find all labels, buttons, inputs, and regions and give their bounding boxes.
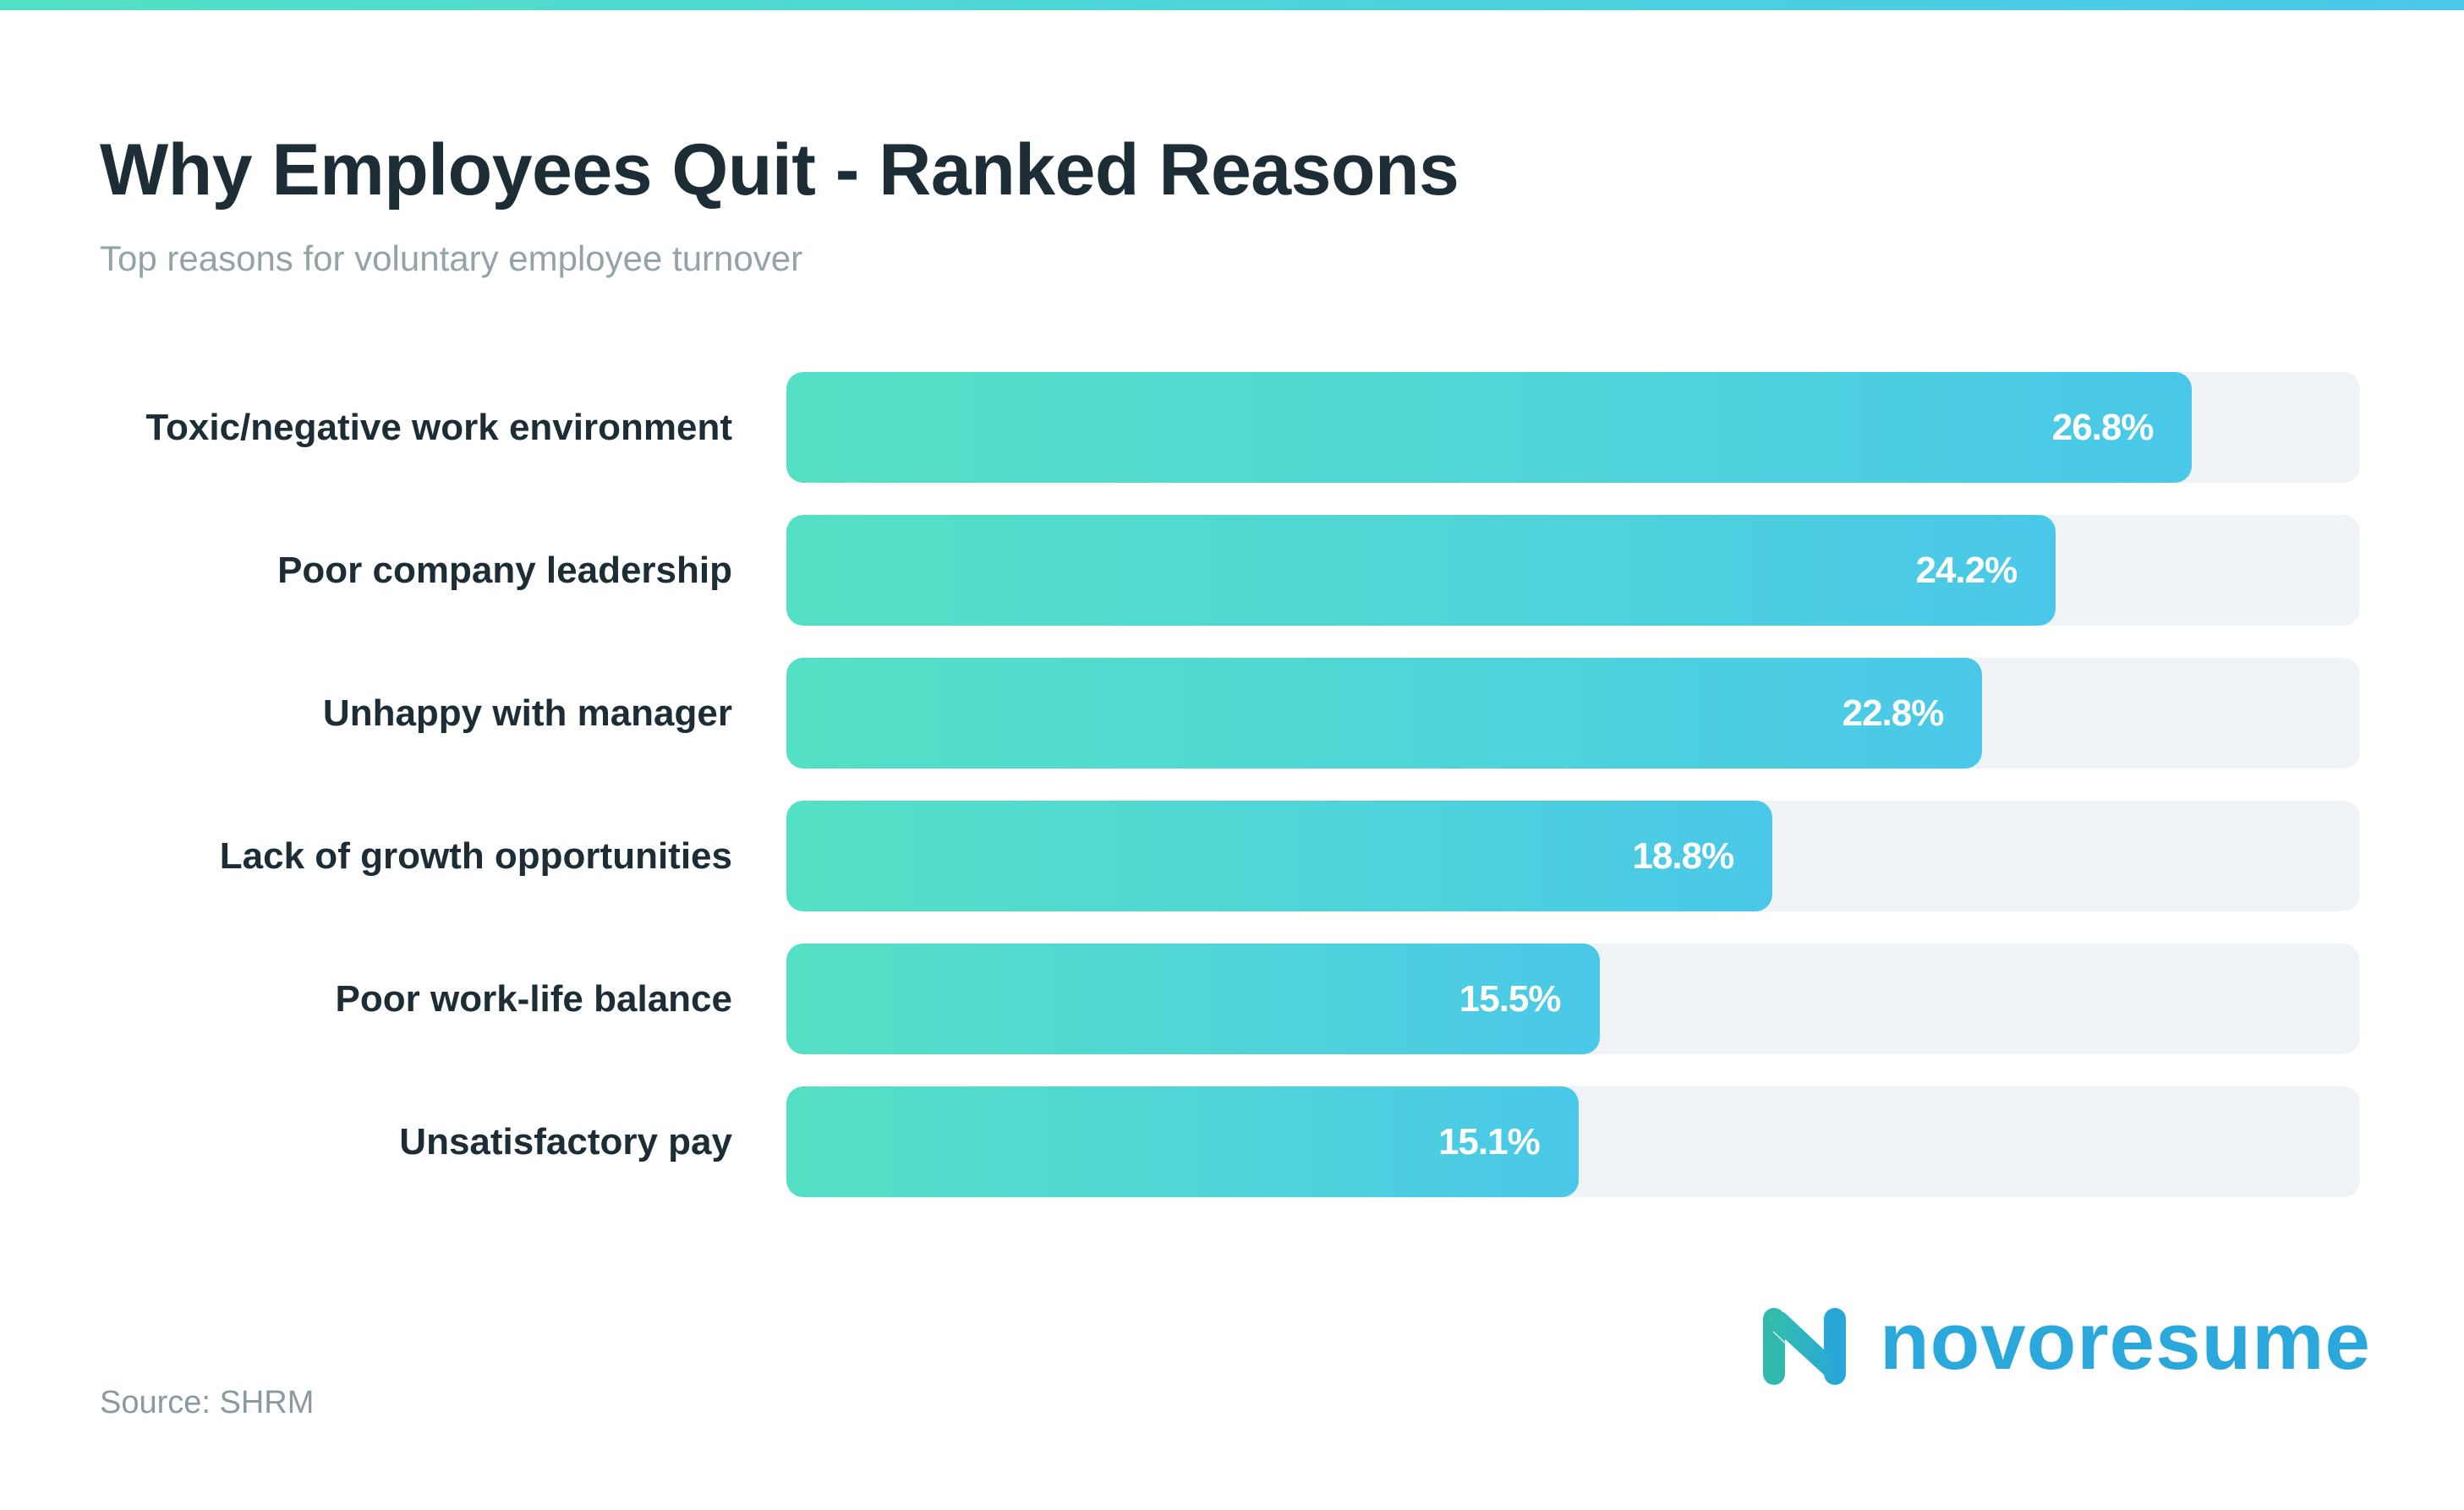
bar-label: Lack of growth opportunities <box>219 834 732 877</box>
bar-fill: 15.1% <box>786 1086 1579 1197</box>
bar-track: 15.5% <box>786 944 2360 1054</box>
brand-logo: novoresume <box>1761 1300 2371 1387</box>
bar-track: 15.1% <box>786 1086 2360 1197</box>
bar-label: Unhappy with manager <box>322 692 732 734</box>
chart-title: Why Employees Quit - Ranked Reasons <box>100 129 1459 211</box>
top-accent-bar <box>0 0 2464 10</box>
bar-row: Toxic/negative work environment 26.8% <box>0 372 2464 483</box>
bar-row: Unsatisfactory pay 15.1% <box>0 1086 2464 1197</box>
chart-subtitle: Top reasons for voluntary employee turno… <box>100 238 803 278</box>
bar-label: Poor company leadership <box>277 549 732 591</box>
bar-label: Unsatisfactory pay <box>399 1120 732 1163</box>
bar-track: 24.2% <box>786 515 2360 626</box>
bar-label: Poor work-life balance <box>335 977 732 1020</box>
bar-value: 18.8% <box>1632 834 1734 877</box>
bar-track: 18.8% <box>786 801 2360 911</box>
brand-name: novoresume <box>1880 1295 2371 1387</box>
bar-row: Poor work-life balance 15.5% <box>0 944 2464 1054</box>
bar-value: 15.1% <box>1437 1120 1541 1163</box>
source-note: Source: SHRM <box>100 1385 315 1420</box>
bar-label: Toxic/negative work environment <box>145 406 732 448</box>
novoresume-n-logo-icon <box>1763 1308 1846 1385</box>
bar-fill: 26.8% <box>786 372 2193 483</box>
bar-value: 22.8% <box>1842 692 1945 734</box>
bar-fill: 15.5% <box>786 944 1600 1054</box>
bar-fill: 24.2% <box>786 515 2056 626</box>
bar-value: 24.2% <box>1915 549 2018 591</box>
bar-fill: 22.8% <box>786 658 1983 769</box>
bar-row: Unhappy with manager 22.8% <box>0 658 2464 769</box>
bar-track: 22.8% <box>786 658 2360 769</box>
bar-fill: 18.8% <box>786 801 1773 911</box>
bar-row: Poor company leadership 24.2% <box>0 515 2464 626</box>
bar-value: 26.8% <box>2051 406 2155 448</box>
bar-value: 15.5% <box>1459 977 1562 1020</box>
bar-track: 26.8% <box>786 372 2360 483</box>
bar-row: Lack of growth opportunities 18.8% <box>0 801 2464 911</box>
